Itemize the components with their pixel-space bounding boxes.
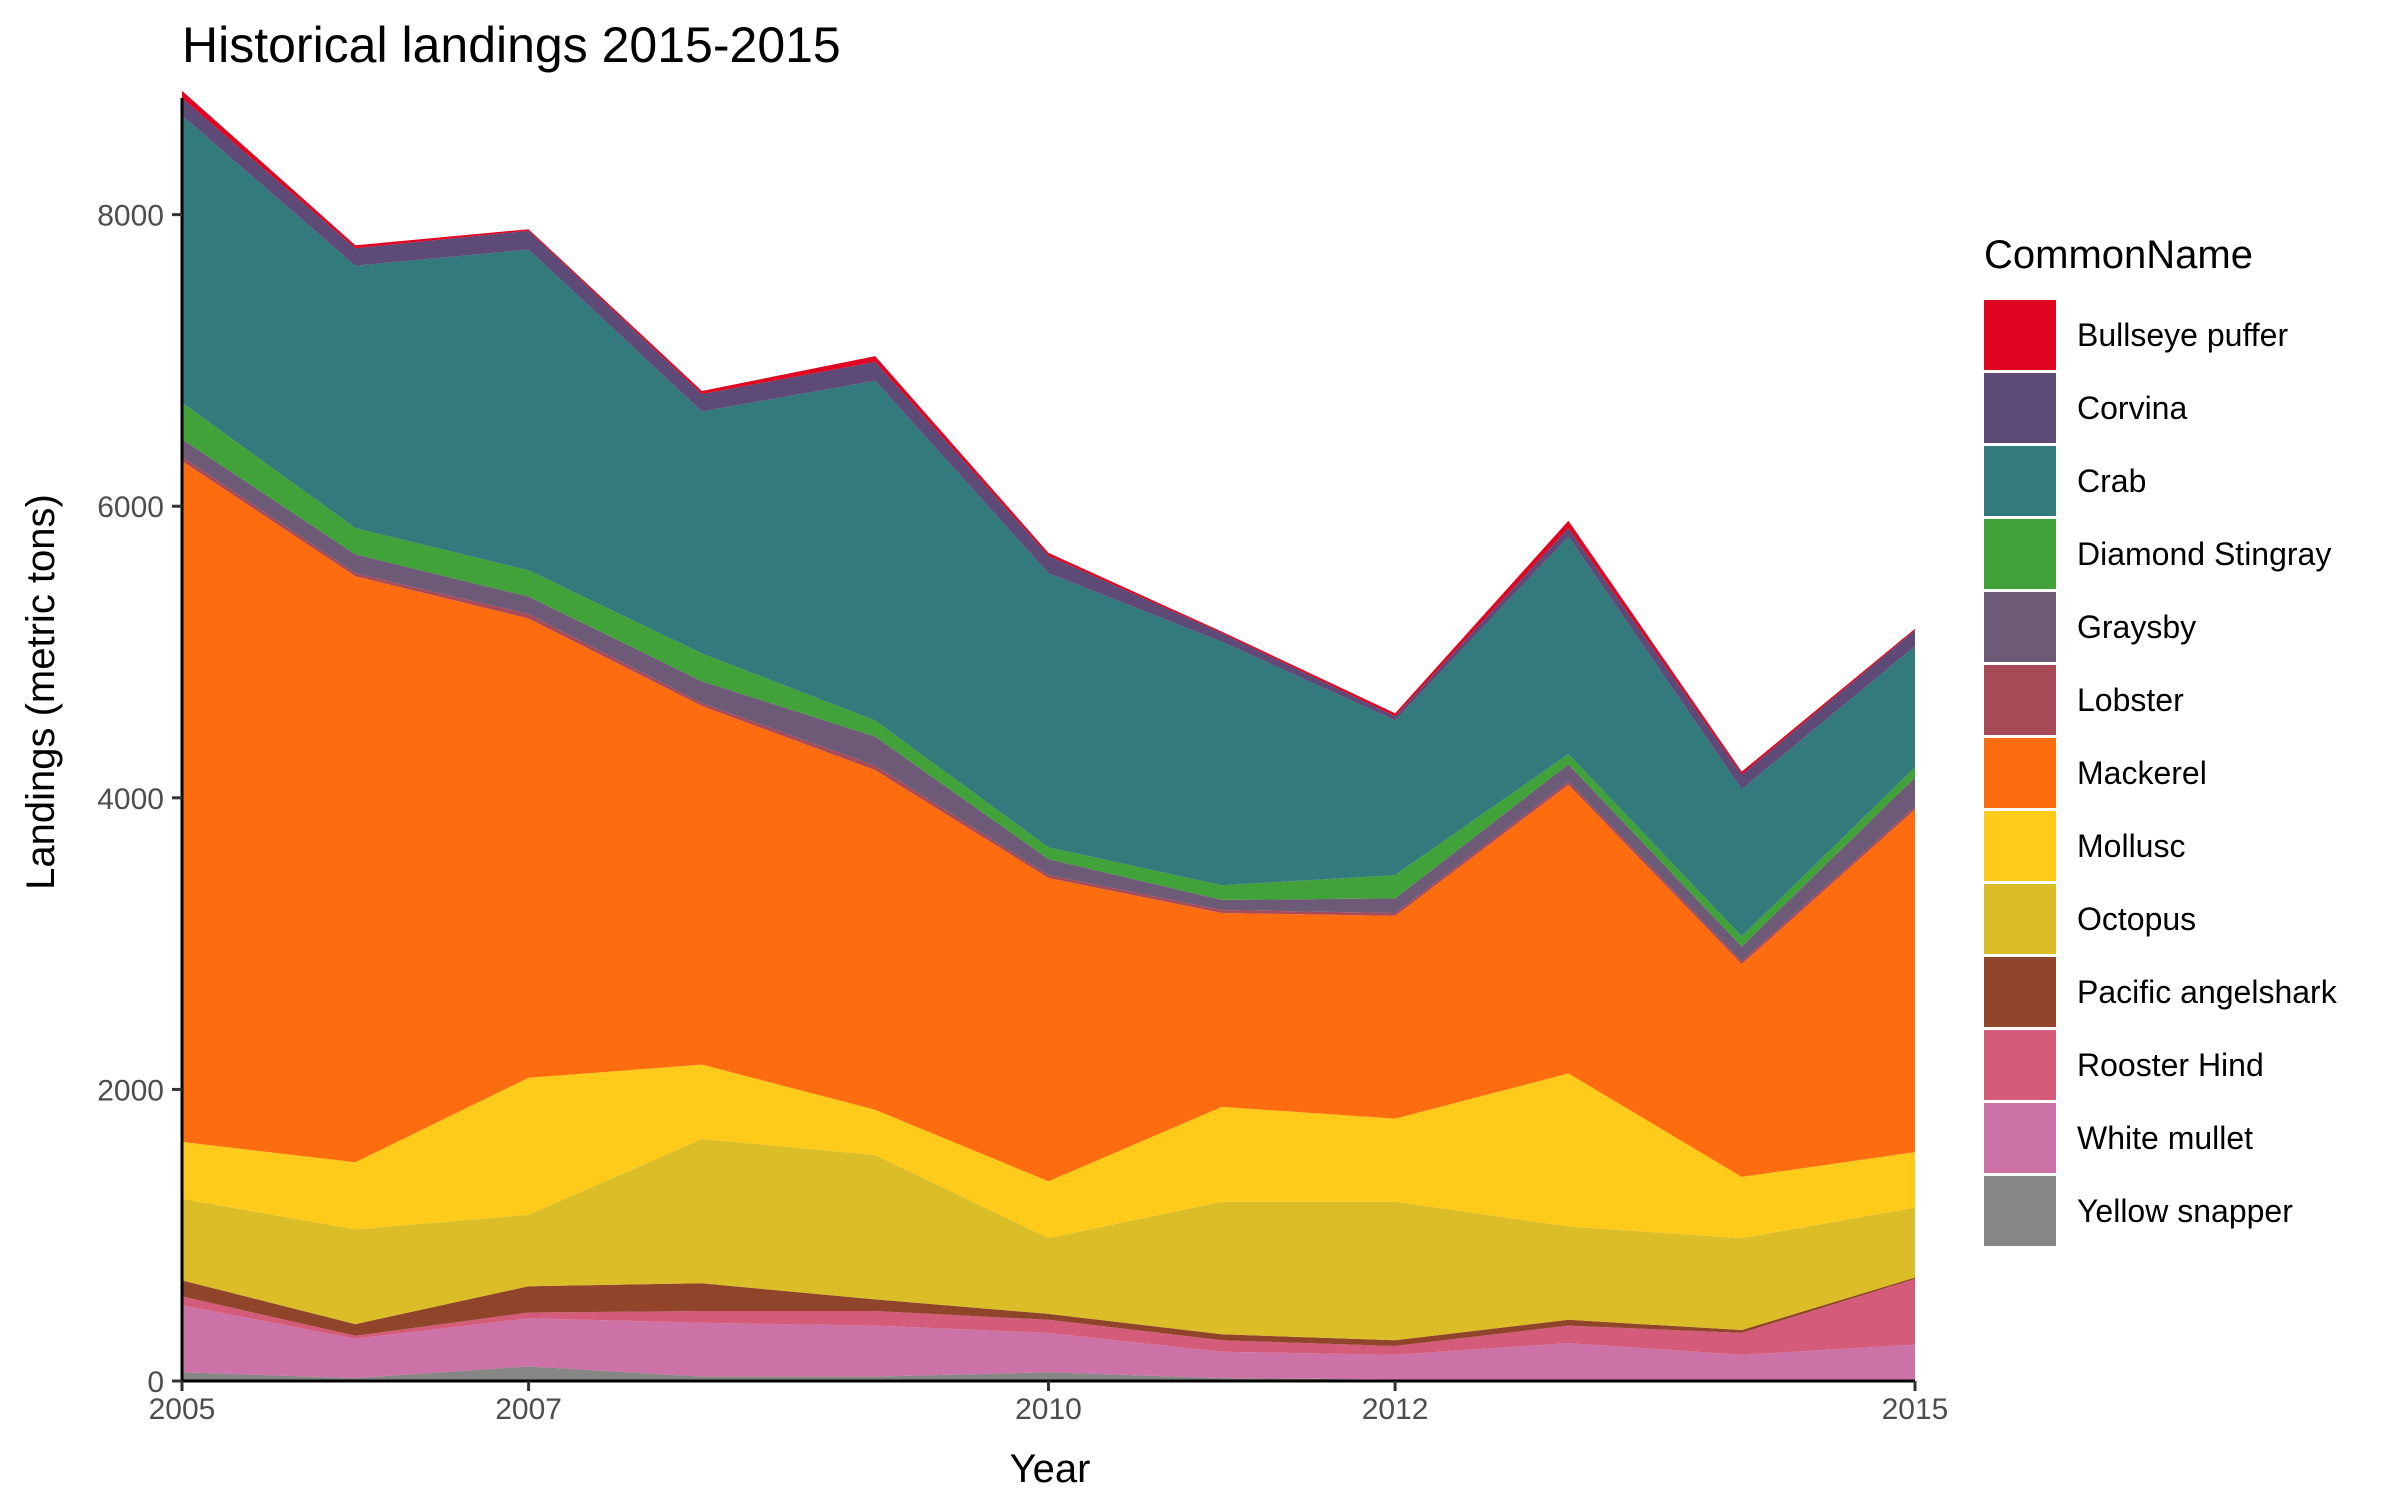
y-axis-title: Landings (metric tons) (19, 494, 63, 890)
legend-title: CommonName (1984, 233, 2253, 277)
legend-key-diamond-stingray (1984, 519, 2056, 589)
legend: CommonName Bullseye puffer Corvina Crab Dia… (1984, 233, 2338, 1246)
legend-key-lobster (1984, 665, 2056, 735)
legend-label-yellow-snapper: Yellow snapper (2077, 1193, 2293, 1229)
area-layers (182, 90, 1915, 1381)
legend-key-yellow-snapper (1984, 1176, 2056, 1246)
area-mackerel (182, 461, 1915, 1182)
x-tick-label: 2015 (1882, 1393, 1949, 1426)
legend-key-corvina (1984, 373, 2056, 443)
area-mollusc (182, 1064, 1915, 1239)
chart-title: Historical landings 2015-2015 (182, 17, 841, 73)
legend-label-mackerel: Mackerel (2077, 755, 2207, 791)
x-tick-label: 2005 (149, 1393, 216, 1426)
legend-label-lobster: Lobster (2077, 682, 2184, 718)
legend-label-rooster-hind: Rooster Hind (2077, 1047, 2264, 1083)
legend-key-bullseye-puffer (1984, 300, 2056, 370)
x-axis-title: Year (1010, 1447, 1091, 1491)
legend-label-white-mullet: White mullet (2077, 1120, 2253, 1156)
legend-key-graysby (1984, 592, 2056, 662)
legend-label-crab: Crab (2077, 463, 2146, 499)
y-tick-label: 4000 (97, 783, 164, 816)
area-crab (182, 115, 1915, 937)
legend-label-bullseye-puffer: Bullseye puffer (2077, 317, 2288, 353)
legend-label-diamond-stingray: Diamond Stingray (2077, 536, 2331, 572)
area-pacific-angelshark (182, 1277, 1915, 1346)
area-rooster-hind (182, 1278, 1915, 1355)
legend-label-mollusc: Mollusc (2077, 828, 2185, 864)
x-tick-label: 2012 (1362, 1393, 1429, 1426)
legend-label-corvina: Corvina (2077, 390, 2187, 426)
y-tick-label: 2000 (97, 1074, 164, 1107)
legend-label-graysby: Graysby (2077, 609, 2196, 645)
legend-key-octopus (1984, 884, 2056, 954)
axes: 2005 2007 2010 2012 2015 0 2000 4000 6000 8000 (97, 98, 1948, 1426)
area-yellow-snapper (182, 1366, 1915, 1381)
x-tick-label: 2007 (495, 1393, 562, 1426)
legend-key-crab (1984, 446, 2056, 516)
legend-label-pacific-angelshark: Pacific angelshark (2077, 974, 2338, 1010)
y-tick-label: 6000 (97, 491, 164, 524)
legend-key-mollusc (1984, 811, 2056, 881)
legend-key-pacific-angelshark (1984, 957, 2056, 1027)
y-tick-label: 8000 (97, 200, 164, 233)
x-tick-label: 2010 (1015, 1393, 1082, 1426)
area-octopus (182, 1139, 1915, 1341)
legend-label-octopus: Octopus (2077, 901, 2196, 937)
legend-key-rooster-hind (1984, 1030, 2056, 1100)
y-tick-label: 0 (147, 1366, 164, 1399)
area-white-mullet (182, 1305, 1915, 1380)
legend-key-white-mullet (1984, 1103, 2056, 1173)
legend-key-mackerel (1984, 738, 2056, 808)
